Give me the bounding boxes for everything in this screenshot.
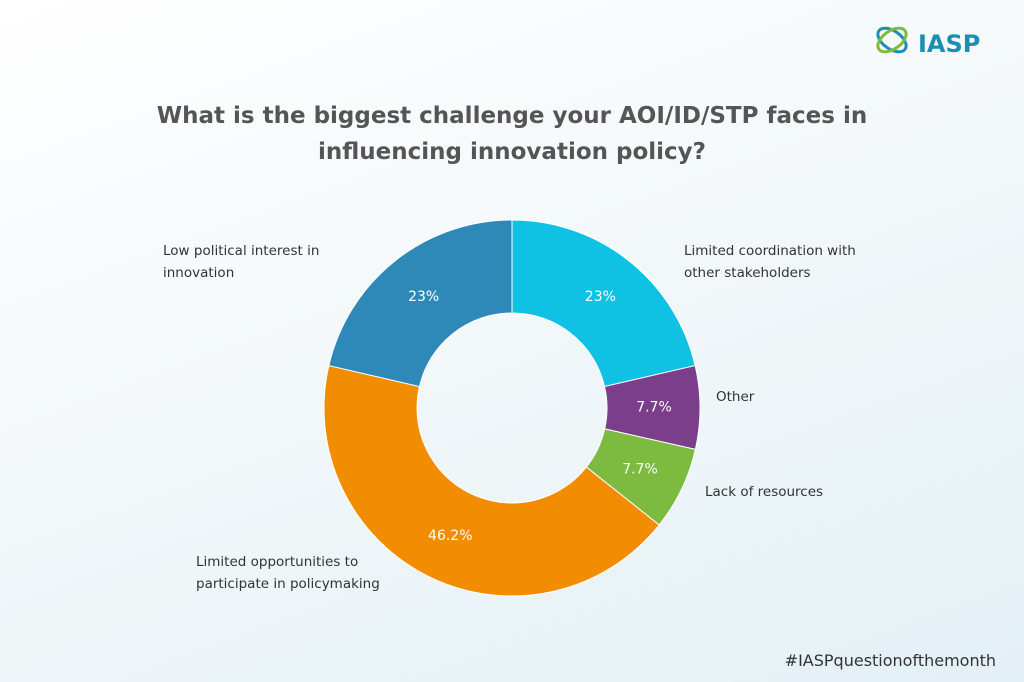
category-label: Lack of resources [705, 484, 824, 500]
value-label: 46.2% [428, 528, 472, 544]
hashtag: #IASPquestionofthemonth [784, 651, 996, 670]
logo-icon [876, 26, 908, 54]
value-label: 7.7% [636, 400, 672, 416]
logo-text: IASP [918, 30, 981, 58]
category-label: Other [716, 389, 755, 405]
category-label: Limited coordination with other stakehol… [684, 243, 856, 281]
value-label: 23% [585, 289, 616, 305]
donut-segment [323, 364, 660, 597]
donut-segment [328, 219, 513, 388]
category-label: Limited opportunities to participate in … [196, 554, 380, 592]
value-label: 7.7% [622, 461, 658, 477]
chart-title: What is the biggest challenge your AOI/I… [156, 103, 868, 165]
category-label: Low political interest in innovation [163, 243, 320, 281]
value-label: 23% [408, 289, 439, 305]
donut-segment [511, 219, 696, 388]
